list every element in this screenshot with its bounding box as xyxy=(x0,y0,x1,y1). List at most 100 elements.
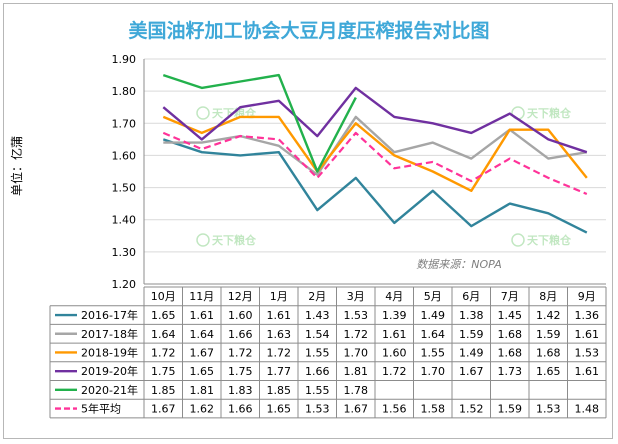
legend-label: 2019-20年 xyxy=(81,364,138,378)
data-label: 1.70 xyxy=(344,346,369,359)
watermark-icon xyxy=(511,233,525,247)
data-label: 1.60 xyxy=(382,346,407,359)
data-label: 1.65 xyxy=(536,365,561,378)
data-label: 1.55 xyxy=(305,384,330,397)
data-label: 1.65 xyxy=(190,365,215,378)
y-tick-label: 1.60 xyxy=(112,149,137,162)
data-label: 1.53 xyxy=(305,403,330,416)
x-tick-label: 6月 xyxy=(462,290,480,303)
y-axis-label: 单位：亿蒲 xyxy=(9,136,24,196)
data-label: 1.52 xyxy=(459,403,484,416)
y-tick-label: 1.90 xyxy=(112,53,137,66)
x-tick-label: 5月 xyxy=(424,290,442,303)
data-label: 1.68 xyxy=(498,328,523,341)
x-tick-label: 4月 xyxy=(385,290,403,303)
x-tick-label: 12月 xyxy=(228,290,253,303)
data-label: 1.61 xyxy=(267,309,292,322)
x-tick-label: 2月 xyxy=(308,290,326,303)
data-label: 1.45 xyxy=(498,309,523,322)
watermark-icon xyxy=(196,233,210,247)
data-label: 1.62 xyxy=(190,403,215,416)
data-label: 1.61 xyxy=(190,309,215,322)
data-label: 1.75 xyxy=(228,365,253,378)
watermark-text: 天下粮仓 xyxy=(527,106,572,120)
series-line-1 xyxy=(163,115,587,176)
legend-label: 2020-21年 xyxy=(81,383,138,397)
watermark-logo: 天下粮仓 xyxy=(511,233,572,247)
x-tick-label: 9月 xyxy=(578,290,596,303)
data-source-note: 数据来源：NOPA xyxy=(416,258,502,271)
data-label: 1.53 xyxy=(575,346,600,359)
series-line-0 xyxy=(162,138,588,234)
chart-svg: 美国油籽加工协会大豆月度压榨报告对比图 单位：亿蒲 1.20 1.30 1.40 1.… xyxy=(9,19,607,419)
x-tick-label: 7月 xyxy=(501,290,519,303)
data-label: 1.58 xyxy=(421,403,446,416)
data-label: 1.56 xyxy=(382,403,407,416)
legend-label: 2016-17年 xyxy=(81,308,138,322)
data-label: 1.85 xyxy=(151,384,176,397)
y-tick-label: 1.70 xyxy=(112,117,137,130)
data-label: 1.72 xyxy=(344,328,369,341)
series-line-2 xyxy=(162,115,588,192)
series-line-4 xyxy=(162,73,357,173)
data-label: 1.67 xyxy=(151,403,176,416)
data-label: 1.64 xyxy=(421,328,446,341)
data-table: 10月 11月 12月 1月 2月 3月 4月 5月 6月 7月 8月 9月 2016-17年 1.65 1… xyxy=(49,286,607,419)
data-label: 1.59 xyxy=(536,328,561,341)
data-label: 1.55 xyxy=(305,346,330,359)
watermark-text: 天下粮仓 xyxy=(212,233,257,247)
chart-frame: 美国油籽加工协会大豆月度压榨报告对比图 单位：亿蒲 1.20 1.30 1.40 1.… xyxy=(3,3,613,439)
series-line-5 xyxy=(162,131,588,196)
data-label: 1.65 xyxy=(267,403,292,416)
legend-label: 5年平均 xyxy=(81,402,121,416)
data-label: 1.72 xyxy=(382,365,407,378)
data-label: 1.63 xyxy=(267,328,292,341)
x-tick-label: 3月 xyxy=(347,290,365,303)
x-tick-label: 11月 xyxy=(189,290,214,303)
data-label: 1.61 xyxy=(382,328,407,341)
data-label: 1.65 xyxy=(151,309,176,322)
data-label: 1.49 xyxy=(421,309,446,322)
data-label: 1.66 xyxy=(228,328,253,341)
data-label: 1.59 xyxy=(498,403,523,416)
legend-label: 2018-19年 xyxy=(81,345,138,359)
data-label: 1.67 xyxy=(459,365,484,378)
data-label: 1.68 xyxy=(498,346,523,359)
data-label: 1.66 xyxy=(228,403,253,416)
data-label: 1.49 xyxy=(459,346,484,359)
data-label: 1.77 xyxy=(267,365,292,378)
data-label: 1.55 xyxy=(421,346,446,359)
data-label: 1.53 xyxy=(344,309,369,322)
data-label: 1.64 xyxy=(151,328,176,341)
series-layer xyxy=(162,73,588,234)
watermark-icon xyxy=(196,106,210,120)
x-tick-label: 1月 xyxy=(270,290,288,303)
data-label: 1.73 xyxy=(498,365,523,378)
y-tick-label: 1.20 xyxy=(112,278,137,291)
data-label: 1.70 xyxy=(421,365,446,378)
data-label: 1.78 xyxy=(344,384,369,397)
data-label: 1.38 xyxy=(459,309,484,322)
data-label: 1.42 xyxy=(536,309,561,322)
data-label: 1.85 xyxy=(267,384,292,397)
data-label: 1.81 xyxy=(344,365,369,378)
data-label: 1.67 xyxy=(344,403,369,416)
data-label: 1.36 xyxy=(575,309,600,322)
x-tick-label: 10月 xyxy=(151,290,176,303)
data-label: 1.64 xyxy=(190,328,215,341)
watermark-logo: 天下粮仓 xyxy=(511,106,572,120)
legend-label: 2017-18年 xyxy=(81,327,138,341)
data-label: 1.59 xyxy=(459,328,484,341)
data-label: 1.72 xyxy=(267,346,292,359)
y-tick-label: 1.30 xyxy=(112,246,137,259)
data-label: 1.61 xyxy=(575,328,600,341)
watermark-logo: 天下粮仓 xyxy=(196,233,257,247)
data-label: 1.83 xyxy=(228,384,253,397)
data-label: 1.66 xyxy=(305,365,330,378)
y-tick-label: 1.40 xyxy=(112,214,137,227)
data-label: 1.67 xyxy=(190,346,215,359)
data-label: 1.53 xyxy=(536,403,561,416)
data-label: 1.54 xyxy=(305,328,330,341)
data-label: 1.48 xyxy=(575,403,600,416)
